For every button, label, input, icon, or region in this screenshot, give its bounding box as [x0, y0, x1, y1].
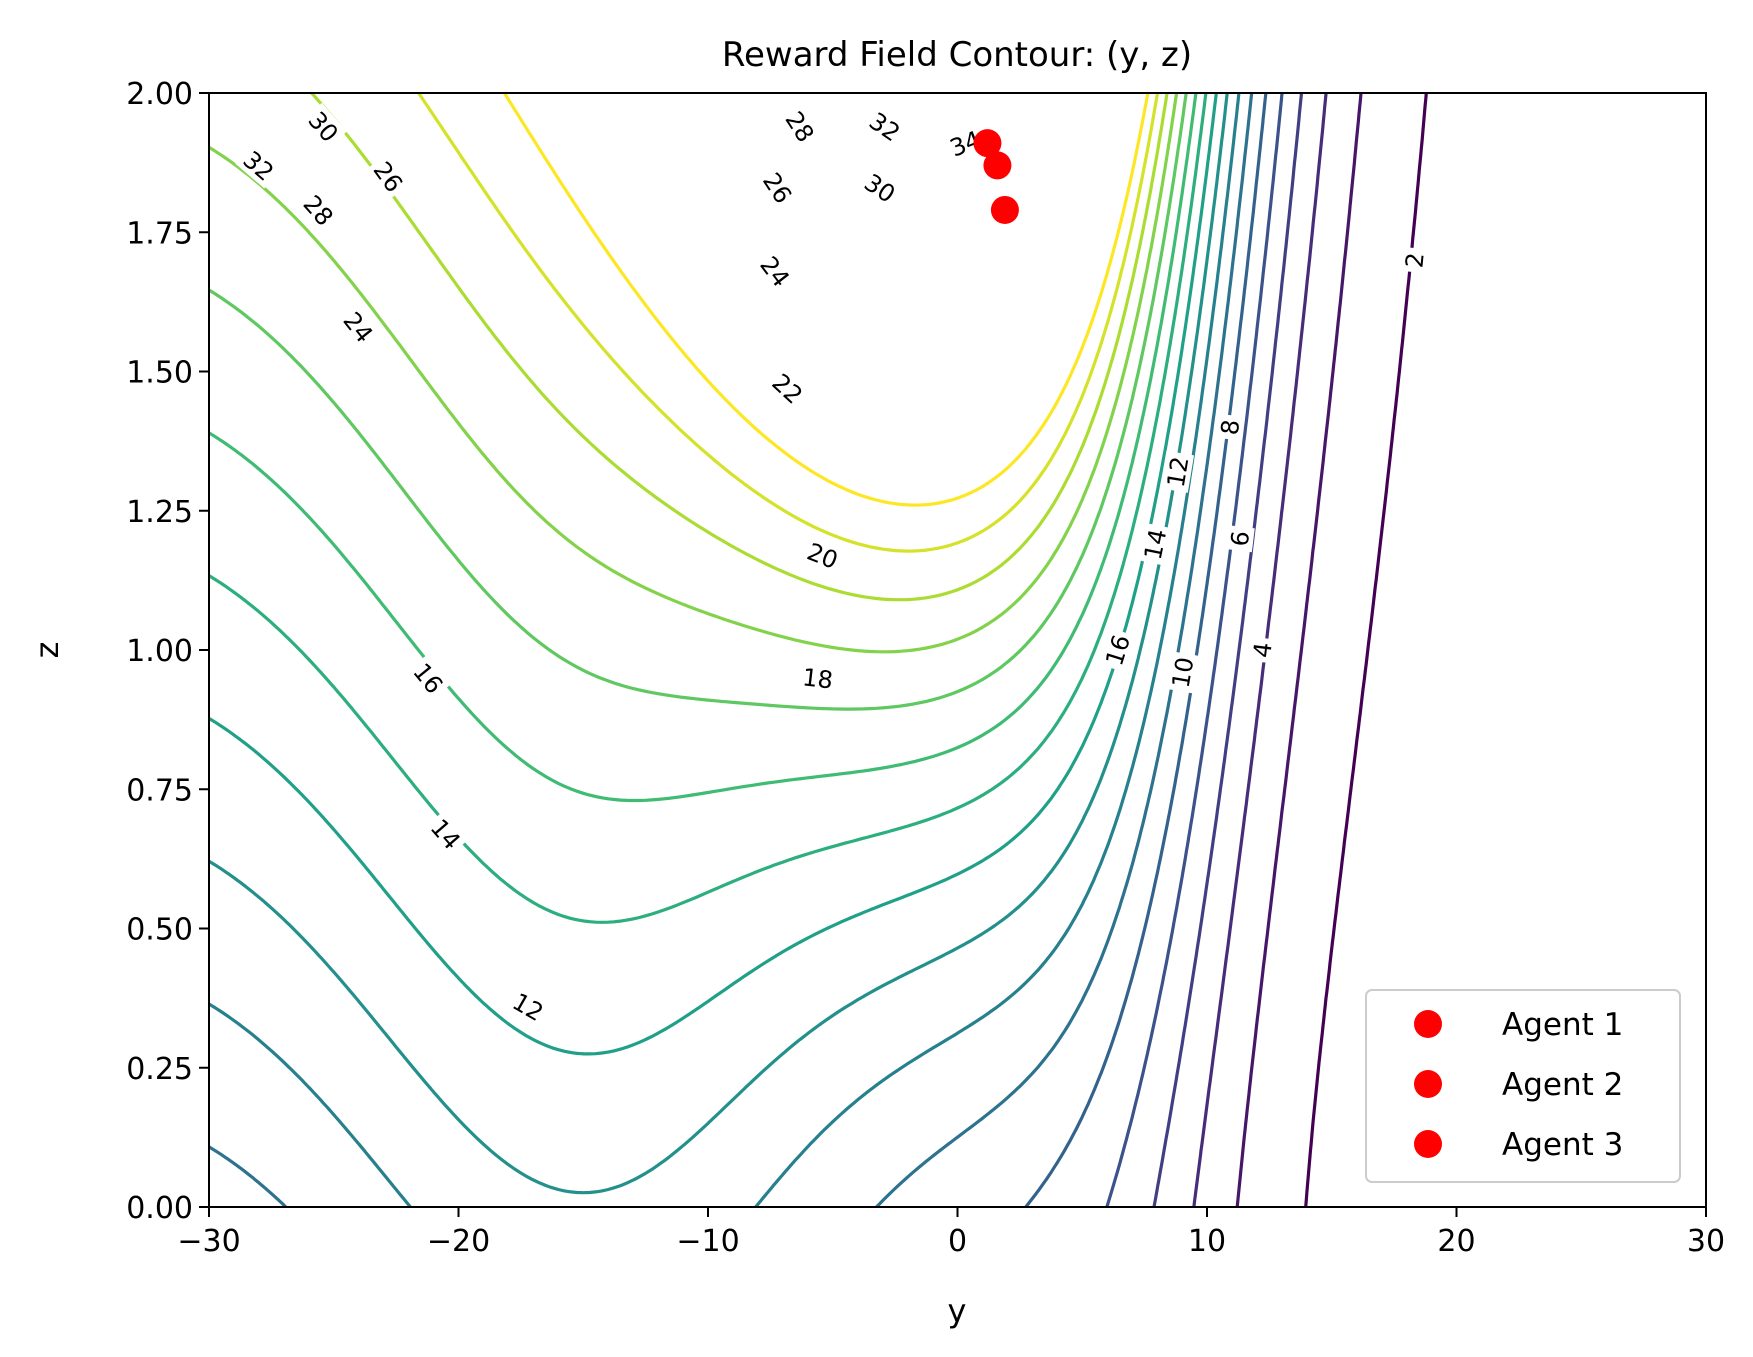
contour-label-text: 6: [1226, 529, 1256, 548]
contour-level-18: [209, 93, 1229, 1195]
agent-points: [973, 129, 1019, 224]
legend-label: Agent 1: [1502, 1007, 1623, 1043]
contour-label-bg: [861, 104, 909, 149]
legend-marker: [1414, 1130, 1442, 1158]
contour-label: 2: [1398, 246, 1430, 274]
contour-label-text: 2: [1400, 251, 1429, 269]
x-tick-label: −30: [177, 1224, 240, 1259]
chart-title: Reward Field Contour: (y, z): [722, 35, 1192, 75]
contour-level-32: [416, 93, 1160, 553]
y-axis: 0.00 0.25 0.50 0.75 1.00 1.25 1.50 1.75 2.00: [126, 77, 209, 1226]
contour-label-bg: [856, 165, 904, 210]
contour-level-2: [1304, 93, 1428, 1207]
contour-label-bg: [778, 102, 823, 150]
contour-label-bg: [1246, 636, 1278, 664]
x-axis: −30 −20 −10 0 10 20 30: [177, 1207, 1725, 1259]
contour-label-text: 10: [1167, 655, 1200, 690]
legend: Agent 1 Agent 2 Agent 3: [1365, 989, 1681, 1183]
y-tick-label: 0.75: [126, 773, 193, 808]
contour-label-bg: [942, 123, 988, 164]
contour-label-bg: [1224, 524, 1255, 553]
contour-label-bg: [300, 102, 347, 150]
contour-level-34: [502, 93, 1150, 507]
contour-label-bg: [797, 661, 839, 694]
contour-level-28: [209, 93, 1179, 654]
x-tick-label: 30: [1687, 1224, 1725, 1259]
contour-lines: [209, 93, 1428, 1207]
contour-label-bg: [764, 365, 812, 412]
x-tick-label: 0: [948, 1224, 967, 1259]
y-tick-label: 0.25: [126, 1052, 193, 1087]
contour-label-bg: [800, 535, 846, 576]
contour-label-bg: [422, 810, 470, 858]
contour-level-26: [209, 93, 1188, 711]
contour-level-6: [1192, 93, 1328, 1207]
y-tick-label: 1.25: [126, 495, 193, 530]
y-axis-label: z: [28, 642, 66, 659]
agent-3-point: [990, 195, 1019, 224]
contour-level-14: [209, 93, 1254, 1207]
contour-label-bg: [1098, 627, 1137, 673]
legend-label: Agent 2: [1502, 1067, 1623, 1103]
x-tick-label: −10: [676, 1224, 739, 1259]
legend-marker: [1414, 1010, 1442, 1038]
contour-label-bg: [235, 142, 283, 189]
x-tick-label: 20: [1437, 1224, 1475, 1259]
contour-label: 10: [1165, 651, 1200, 694]
contour-label: 14: [1137, 522, 1173, 566]
y-tick-label: 1.75: [126, 216, 193, 251]
agent-1-point: [973, 129, 1002, 158]
x-axis-label: y: [948, 1292, 967, 1330]
contour-level-4: [1235, 93, 1363, 1207]
legend-marker: [1414, 1070, 1442, 1098]
contour-label-text: 14: [1139, 527, 1173, 563]
contour-label-text: 18: [801, 663, 835, 694]
contour-label: 8: [1214, 413, 1246, 441]
y-tick-label: 1.50: [126, 356, 193, 391]
contour-label-bg: [1165, 651, 1200, 694]
legend-label: Agent 3: [1502, 1127, 1623, 1163]
contour-label-text: 4: [1248, 641, 1278, 660]
agent-2-point: [983, 151, 1012, 180]
contour-level-16: [209, 93, 1241, 1207]
contour-label-text: 8: [1216, 418, 1246, 437]
contour-label-bg: [504, 984, 552, 1029]
contour-level-30: [310, 93, 1169, 602]
contour-label-bg: [752, 247, 799, 295]
contour-label-text: 12: [1162, 455, 1195, 490]
y-tick-label: 0.00: [126, 1191, 193, 1226]
contour-label-bg: [1160, 450, 1195, 493]
legend-box: [1365, 989, 1681, 1183]
x-tick-label: −20: [427, 1224, 490, 1259]
contour-label: 12: [1160, 450, 1195, 493]
contour-level-22: [209, 93, 1208, 924]
contour-label-bg: [1214, 413, 1245, 441]
contour-label-bg: [405, 654, 452, 702]
contour-label: 6: [1224, 524, 1256, 553]
y-tick-label: 2.00: [126, 77, 193, 112]
y-tick-label: 1.00: [126, 634, 193, 669]
contour-label: 18: [797, 661, 839, 695]
contour-label-bg: [366, 152, 412, 201]
y-tick-label: 0.50: [126, 913, 193, 948]
contour-label-bg: [335, 303, 382, 351]
x-tick-label: 10: [1188, 1224, 1226, 1259]
contour-level-8: [1152, 93, 1304, 1207]
contour-label-bg: [1398, 246, 1430, 274]
contour-label-bg: [1137, 522, 1173, 566]
contour-label-bg: [755, 164, 801, 212]
contour-label-bg: [295, 186, 342, 234]
contour-label: 4: [1246, 636, 1278, 664]
